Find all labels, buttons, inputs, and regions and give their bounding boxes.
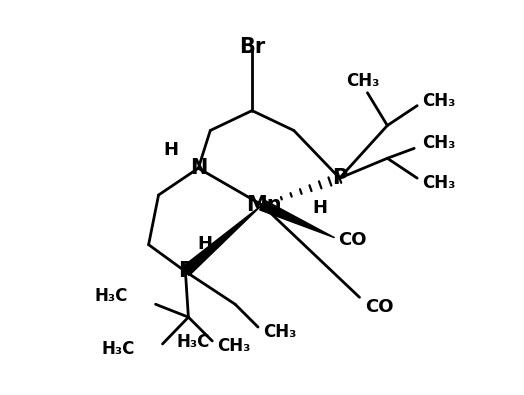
Text: H₃C: H₃C <box>101 340 135 358</box>
Text: H: H <box>312 199 327 217</box>
Text: CH₃: CH₃ <box>346 72 379 90</box>
Text: CO: CO <box>365 298 394 316</box>
Text: CH₃: CH₃ <box>263 323 297 341</box>
Text: CH₃: CH₃ <box>422 134 456 152</box>
Polygon shape <box>260 200 335 238</box>
Text: CH₃: CH₃ <box>422 92 456 110</box>
Text: P: P <box>332 168 347 188</box>
Text: H₃C: H₃C <box>177 333 210 351</box>
Text: CH₃: CH₃ <box>217 337 251 355</box>
Text: H: H <box>198 235 213 253</box>
Text: Mn: Mn <box>246 195 282 215</box>
Text: Br: Br <box>239 37 265 57</box>
Text: N: N <box>190 158 207 178</box>
Polygon shape <box>182 205 262 276</box>
Text: P: P <box>178 261 193 282</box>
Text: CH₃: CH₃ <box>422 174 456 192</box>
Text: H: H <box>163 141 178 159</box>
Text: CO: CO <box>339 231 367 249</box>
Text: H₃C: H₃C <box>94 287 128 305</box>
